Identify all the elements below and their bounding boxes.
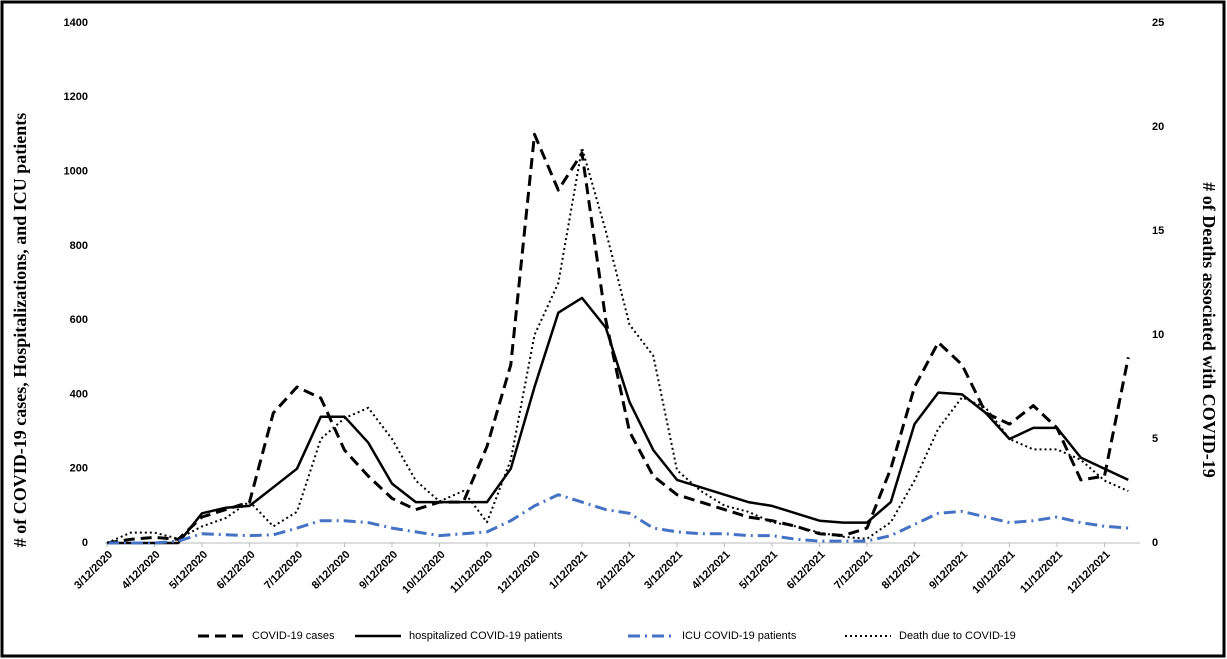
legend-label: Death due to COVID-19 [899,630,1016,642]
legend-label: ICU COVID-19 patients [682,630,797,642]
x-tick-label: 8/12/2020 [310,549,353,592]
series-line [106,146,1129,544]
legend-label: COVID-19 cases [252,630,335,642]
x-tick-label: 9/12/2020 [357,549,400,592]
x-tick-label: 10/12/2020 [400,549,447,596]
y-tick-label: 600 [70,314,88,326]
y-tick-label: 1400 [64,17,88,29]
legend-label: hospitalized COVID-19 patients [409,630,563,642]
x-tick-label: 4/12/2021 [690,549,733,592]
y2-axis-title: # of Deaths associated with COVID-19 [1199,182,1219,478]
x-tick-label: 2/12/2021 [595,549,638,592]
x-tick-label: 5/12/2021 [737,549,780,592]
x-tick-label: 11/12/2021 [1018,549,1065,596]
y-axis-title: # of COVID-19 cases, Hospitalizations, a… [10,113,30,548]
x-tick-label: 5/12/2020 [167,549,210,592]
y-tick-label: 0 [82,537,88,549]
x-tick-label: 8/12/2021 [880,549,923,592]
y2-tick-label: 20 [1152,121,1164,133]
y-tick-label: 1000 [64,165,88,177]
x-tick-label: 9/12/2021 [927,549,970,592]
y-tick-label: 200 [70,463,88,475]
x-tick-label: 11/12/2020 [448,549,495,596]
y2-tick-label: 5 [1152,433,1158,445]
y2-tick-label: 10 [1152,329,1164,341]
x-tick-label: 12/12/2021 [1065,549,1112,596]
series-line [106,132,1130,545]
x-tick-label: 10/12/2021 [970,549,1017,596]
y2-tick-label: 15 [1152,225,1164,237]
x-tick-label: 3/12/2021 [642,549,685,592]
y-tick-label: 1200 [64,91,88,103]
x-tick-label: 6/12/2021 [785,549,828,592]
x-tick-label: 12/12/2020 [495,549,542,596]
x-tick-label: 3/12/2020 [72,549,115,592]
x-tick-label: 4/12/2020 [120,549,163,592]
x-tick-label: 6/12/2020 [215,549,258,592]
x-tick-label: 1/12/2021 [547,549,590,592]
x-tick-label: 7/12/2020 [262,549,305,592]
y2-tick-label: 0 [1152,537,1158,549]
series-line [107,296,1129,545]
y2-tick-label: 25 [1152,17,1164,29]
series-line [107,493,1129,545]
y-tick-label: 800 [70,240,88,252]
y-tick-label: 400 [70,388,88,400]
x-tick-label: 7/12/2021 [832,549,875,592]
